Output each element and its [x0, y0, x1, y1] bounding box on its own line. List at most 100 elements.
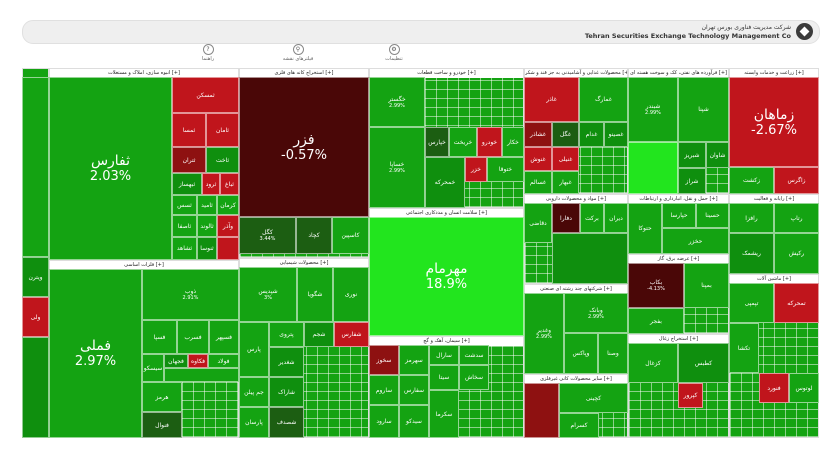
sector-header[interactable]: سیمان، آهک و گچ [+]	[370, 337, 523, 346]
stock-tile[interactable]: ذوب 2.91%	[142, 269, 239, 320]
stock-tile[interactable]: کرمان	[217, 195, 239, 215]
stock-tile[interactable]: ویترن	[22, 257, 49, 297]
stock-tile[interactable]: خزر	[465, 157, 487, 182]
sector-header[interactable]: مواد و محصولات دارویی [+]	[525, 195, 627, 204]
stock-tile[interactable]: کسرام	[559, 413, 599, 438]
stock-tile[interactable]: وآذر	[217, 215, 239, 237]
stock-tile[interactable]: خگستر 2.99%	[369, 77, 425, 127]
stock-tile[interactable]	[22, 77, 49, 257]
stock-tile[interactable]: ثتران	[172, 147, 206, 173]
stock-tile[interactable]	[524, 383, 559, 438]
stock-tile[interactable]: خمحرکه	[425, 157, 465, 208]
stock-tile[interactable]: ریشمک	[729, 233, 774, 274]
stock-tile[interactable]: غشاذر	[524, 122, 552, 147]
stock-tile[interactable]: شبریز	[678, 142, 706, 168]
stock-tile[interactable]: وبانک 2.99%	[564, 293, 628, 333]
stock-tile[interactable]: کچاد	[296, 217, 332, 254]
stock-tile[interactable]: دقاضی	[524, 203, 552, 243]
stock-tile[interactable]: ساروم	[369, 375, 399, 405]
stock-tile[interactable]: پارسان	[239, 407, 269, 438]
sector-header[interactable]: رایانه و فعالیت [+]	[730, 195, 818, 204]
stock-tile[interactable]: فزر -0.57%	[239, 77, 369, 217]
sector-header[interactable]: سلامت انسان و مددکاری اجتماعی [+]	[370, 209, 523, 218]
stock-tile[interactable]: ثنوسا	[197, 237, 217, 260]
help-button[interactable]: ? راهنما	[188, 44, 228, 62]
stock-tile[interactable]: سفارس	[399, 375, 429, 405]
stock-tile[interactable]: جم پیلن	[239, 377, 269, 407]
stock-tile[interactable]	[217, 237, 239, 260]
stock-tile[interactable]: ثفارس 2.03%	[49, 77, 172, 260]
stock-tile[interactable]	[164, 368, 239, 382]
stock-tile[interactable]: وصنا	[598, 333, 628, 374]
stock-tile[interactable]: شپنا	[678, 77, 729, 142]
stock-tile[interactable]: کطبس	[678, 343, 729, 383]
stock-tile[interactable]: فکاوه	[188, 354, 208, 368]
stock-tile[interactable]: غسالم	[524, 171, 552, 194]
stock-tile[interactable]: کپرور	[678, 383, 703, 408]
stock-tile[interactable]	[628, 142, 678, 194]
stock-tile[interactable]: ثالوند	[197, 215, 217, 237]
stock-tile[interactable]: کگل 3.44%	[239, 217, 296, 254]
stock-tile[interactable]: حتوکا	[628, 203, 662, 254]
stock-tile[interactable]: خکار	[502, 127, 524, 157]
stock-tile[interactable]: ثمسا	[172, 113, 206, 147]
sector-header[interactable]: محصولات غذایی و آشامیدنی به جز قند و شکر…	[525, 69, 627, 78]
sector-header[interactable]: استخراج کانه های فلزی [+]	[240, 69, 368, 78]
stock-tile[interactable]: سکرما	[429, 390, 459, 438]
stock-tile[interactable]: ثاخت	[206, 147, 239, 173]
stock-tile[interactable]: کاسپین	[332, 217, 369, 254]
stock-tile[interactable]: ثاصفا	[172, 215, 197, 237]
stock-tile[interactable]: غنوش	[524, 147, 552, 171]
stock-tile[interactable]: شپدیس 3%	[239, 267, 297, 322]
stock-tile[interactable]: لوتوس	[789, 373, 819, 403]
stock-tile[interactable]: رتاپ	[774, 203, 819, 233]
stock-tile[interactable]: ختوقا	[487, 157, 524, 182]
sector-header[interactable]: انبوه سازی، املاک و مستغلات [+]	[50, 69, 238, 78]
stock-tile[interactable]: سدشت	[459, 345, 489, 365]
settings-button[interactable]: ⚙ تنظیمات	[374, 44, 414, 62]
sector-header[interactable]: عرضه برق، گاز [+]	[629, 255, 728, 264]
sector-header[interactable]: فرآورده های نفتی، کک و سوخت هسته ای [+]	[629, 69, 728, 78]
stock-tile[interactable]: سارال	[429, 345, 459, 365]
stock-tile[interactable]: فملی 2.97%	[49, 269, 142, 438]
stock-tile[interactable]: غصینو	[604, 122, 628, 147]
stock-tile[interactable]: خریخت	[449, 127, 477, 157]
stock-tile[interactable]: ثمسکن	[172, 77, 239, 113]
sector-header[interactable]: خودرو و ساخت قطعات [+]	[370, 69, 523, 78]
stock-tile[interactable]: فنورد	[759, 373, 789, 403]
stock-tile[interactable]	[22, 337, 49, 438]
stock-tile[interactable]: کچینی	[559, 383, 628, 413]
stock-tile[interactable]: غدام	[579, 122, 604, 147]
sector-header[interactable]: محصولات شیمیایی [+]	[240, 259, 368, 268]
stock-tile[interactable]: برکت	[580, 203, 604, 233]
map-filter-button[interactable]: ⚲ فیلترهای نقشه	[278, 44, 318, 62]
stock-tile[interactable]: بکاب -4.13%	[628, 263, 684, 308]
sector-header[interactable]: فلزات اساسی [+]	[50, 261, 238, 270]
stock-tile[interactable]: خپارس	[425, 127, 449, 157]
stock-tile[interactable]: شصدف	[269, 407, 304, 438]
stock-tile[interactable]: سخوز	[369, 345, 399, 375]
sector-header[interactable]: سایر محصولات کانی غیرفلزی [+]	[525, 375, 627, 384]
stock-tile[interactable]: ثامان	[206, 113, 239, 147]
stock-tile[interactable]: مهرمام 18.9%	[369, 217, 524, 336]
stock-tile[interactable]: تپمپی	[729, 283, 774, 323]
stock-tile[interactable]: زماهان -2.67%	[729, 77, 819, 167]
stock-tile[interactable]: حخزر	[662, 228, 729, 254]
stock-tile[interactable]: شراز	[678, 168, 706, 194]
stock-tile[interactable]: دفارا	[552, 203, 580, 233]
stock-tile[interactable]: سخاش	[459, 365, 489, 390]
stock-tile[interactable]: تمحرکه	[774, 283, 819, 323]
stock-tile[interactable]: فولاد	[208, 354, 239, 368]
stock-tile[interactable]: غنیلی	[552, 147, 579, 171]
stock-tile[interactable]: ثسس	[172, 195, 197, 215]
stock-tile[interactable]	[552, 233, 628, 284]
stock-tile[interactable]: فسپهر	[209, 320, 239, 354]
stock-tile[interactable]: ثبهساز	[172, 173, 202, 195]
stock-tile[interactable]: پارس	[239, 322, 269, 377]
sector-header[interactable]: شرکتهای چند رشته ای صنعتی [+]	[525, 285, 627, 294]
stock-tile[interactable]: ثشاهد	[172, 237, 197, 260]
stock-tile[interactable]: سیدکو	[399, 405, 429, 438]
stock-tile[interactable]: وغدیر 2.99%	[524, 293, 564, 374]
stock-tile[interactable]: بفجر	[628, 308, 684, 334]
stock-tile[interactable]: سیسکو	[142, 354, 164, 382]
